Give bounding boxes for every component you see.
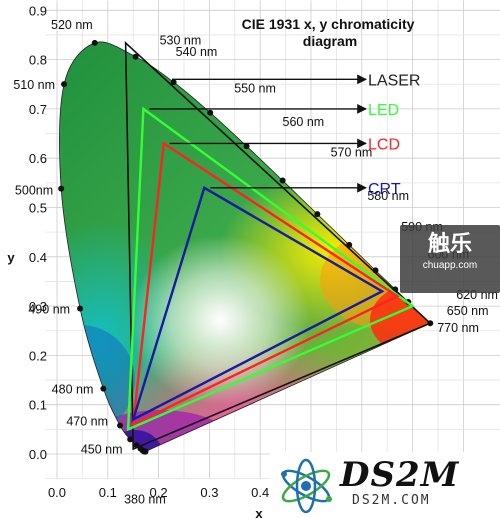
y-tick-label: 0.9 — [29, 3, 47, 18]
x-axis-label: x — [255, 506, 263, 519]
y-tick-label: 0.1 — [29, 398, 47, 413]
wavelength-label: 550 nm — [234, 82, 276, 96]
wavelength-label: 650 nm — [447, 304, 489, 318]
locus-point — [314, 211, 321, 218]
locus-point — [207, 109, 214, 116]
wavelength-label: 560 nm — [283, 115, 325, 129]
locus-point — [243, 143, 250, 150]
wavelength-label: 490 nm — [28, 303, 70, 317]
wavelength-label: 470 nm — [66, 415, 108, 429]
legend-label-lcd: LCD — [368, 136, 400, 153]
watermark-badge-url: chuapp.com — [422, 260, 478, 271]
x-tick-label: 0.4 — [251, 485, 269, 500]
locus-point — [132, 53, 139, 60]
y-axis-label: y — [7, 250, 15, 265]
wavelength-label: 520 nm — [51, 18, 93, 32]
x-tick-label: 0.0 — [48, 485, 66, 500]
wavelength-label: 540 nm — [176, 45, 218, 59]
wavelength-label: 580 nm — [367, 189, 409, 203]
locus-point — [170, 79, 177, 86]
axis-ticks: 0.0 0.1 0.2 0.3 0.4 0.5 0.6 0.7 0.8 0.9 0.0 0.1 0.2 0… — [29, 3, 269, 500]
y-tick-label: 0.2 — [29, 348, 47, 363]
wavelength-label: 510 nm — [13, 78, 55, 92]
ds2m-watermark: DS2M DS2M.COM — [270, 452, 500, 519]
locus-point — [279, 177, 286, 184]
locus-point — [127, 436, 134, 443]
chuapp-watermark: 触乐 chuapp.com — [400, 225, 500, 293]
locus-point — [91, 39, 98, 46]
x-tick-label: 0.3 — [200, 485, 218, 500]
wavelength-label: 380 nm — [124, 493, 166, 507]
gamut-legend: LASER LED LCD CRT — [149, 72, 420, 198]
legend-label-crt: CRT — [368, 181, 401, 198]
locus-point — [117, 422, 124, 429]
y-tick-label: 0.4 — [29, 250, 47, 265]
wavelength-label: 530 nm — [160, 34, 202, 48]
ds2m-logo-text: DS2M — [340, 455, 460, 495]
wavelength-label: 450 nm — [81, 442, 123, 456]
wavelength-label: 500nm — [15, 184, 53, 198]
locus-point — [61, 81, 68, 88]
locus-point — [58, 185, 65, 192]
wavelength-label: 770 nm — [437, 321, 479, 335]
locus-point — [77, 305, 84, 312]
y-tick-label: 0.6 — [29, 151, 47, 166]
chart-title: CIE 1931 x, y chromaticity diagram — [242, 16, 419, 49]
y-tick-label: 0.7 — [29, 102, 47, 117]
gamut-triangles — [124, 41, 432, 451]
wavelength-label: 480 nm — [52, 383, 94, 397]
gamut-led — [126, 106, 415, 432]
locus-point — [100, 385, 107, 392]
gamut-lcd — [131, 141, 400, 427]
legend-label-led: LED — [368, 102, 399, 119]
wavelength-label: 570 nm — [331, 146, 373, 160]
y-tick-label: 0.0 — [29, 447, 47, 462]
y-tick-label: 0.5 — [29, 201, 47, 216]
ds2m-logo-url: DS2M.COM — [352, 493, 431, 508]
x-tick-label: 0.2 — [150, 485, 168, 500]
y-tick-label: 0.3 — [29, 299, 47, 314]
atom-logo-icon — [281, 458, 332, 514]
y-tick-label: 0.8 — [29, 53, 47, 68]
x-tick-label: 0.1 — [99, 485, 117, 500]
legend-label-laser: LASER — [368, 72, 420, 89]
watermark-badge-text: 触乐 — [427, 232, 472, 257]
gamut-laser — [124, 41, 432, 451]
gamut-crt — [131, 186, 385, 422]
